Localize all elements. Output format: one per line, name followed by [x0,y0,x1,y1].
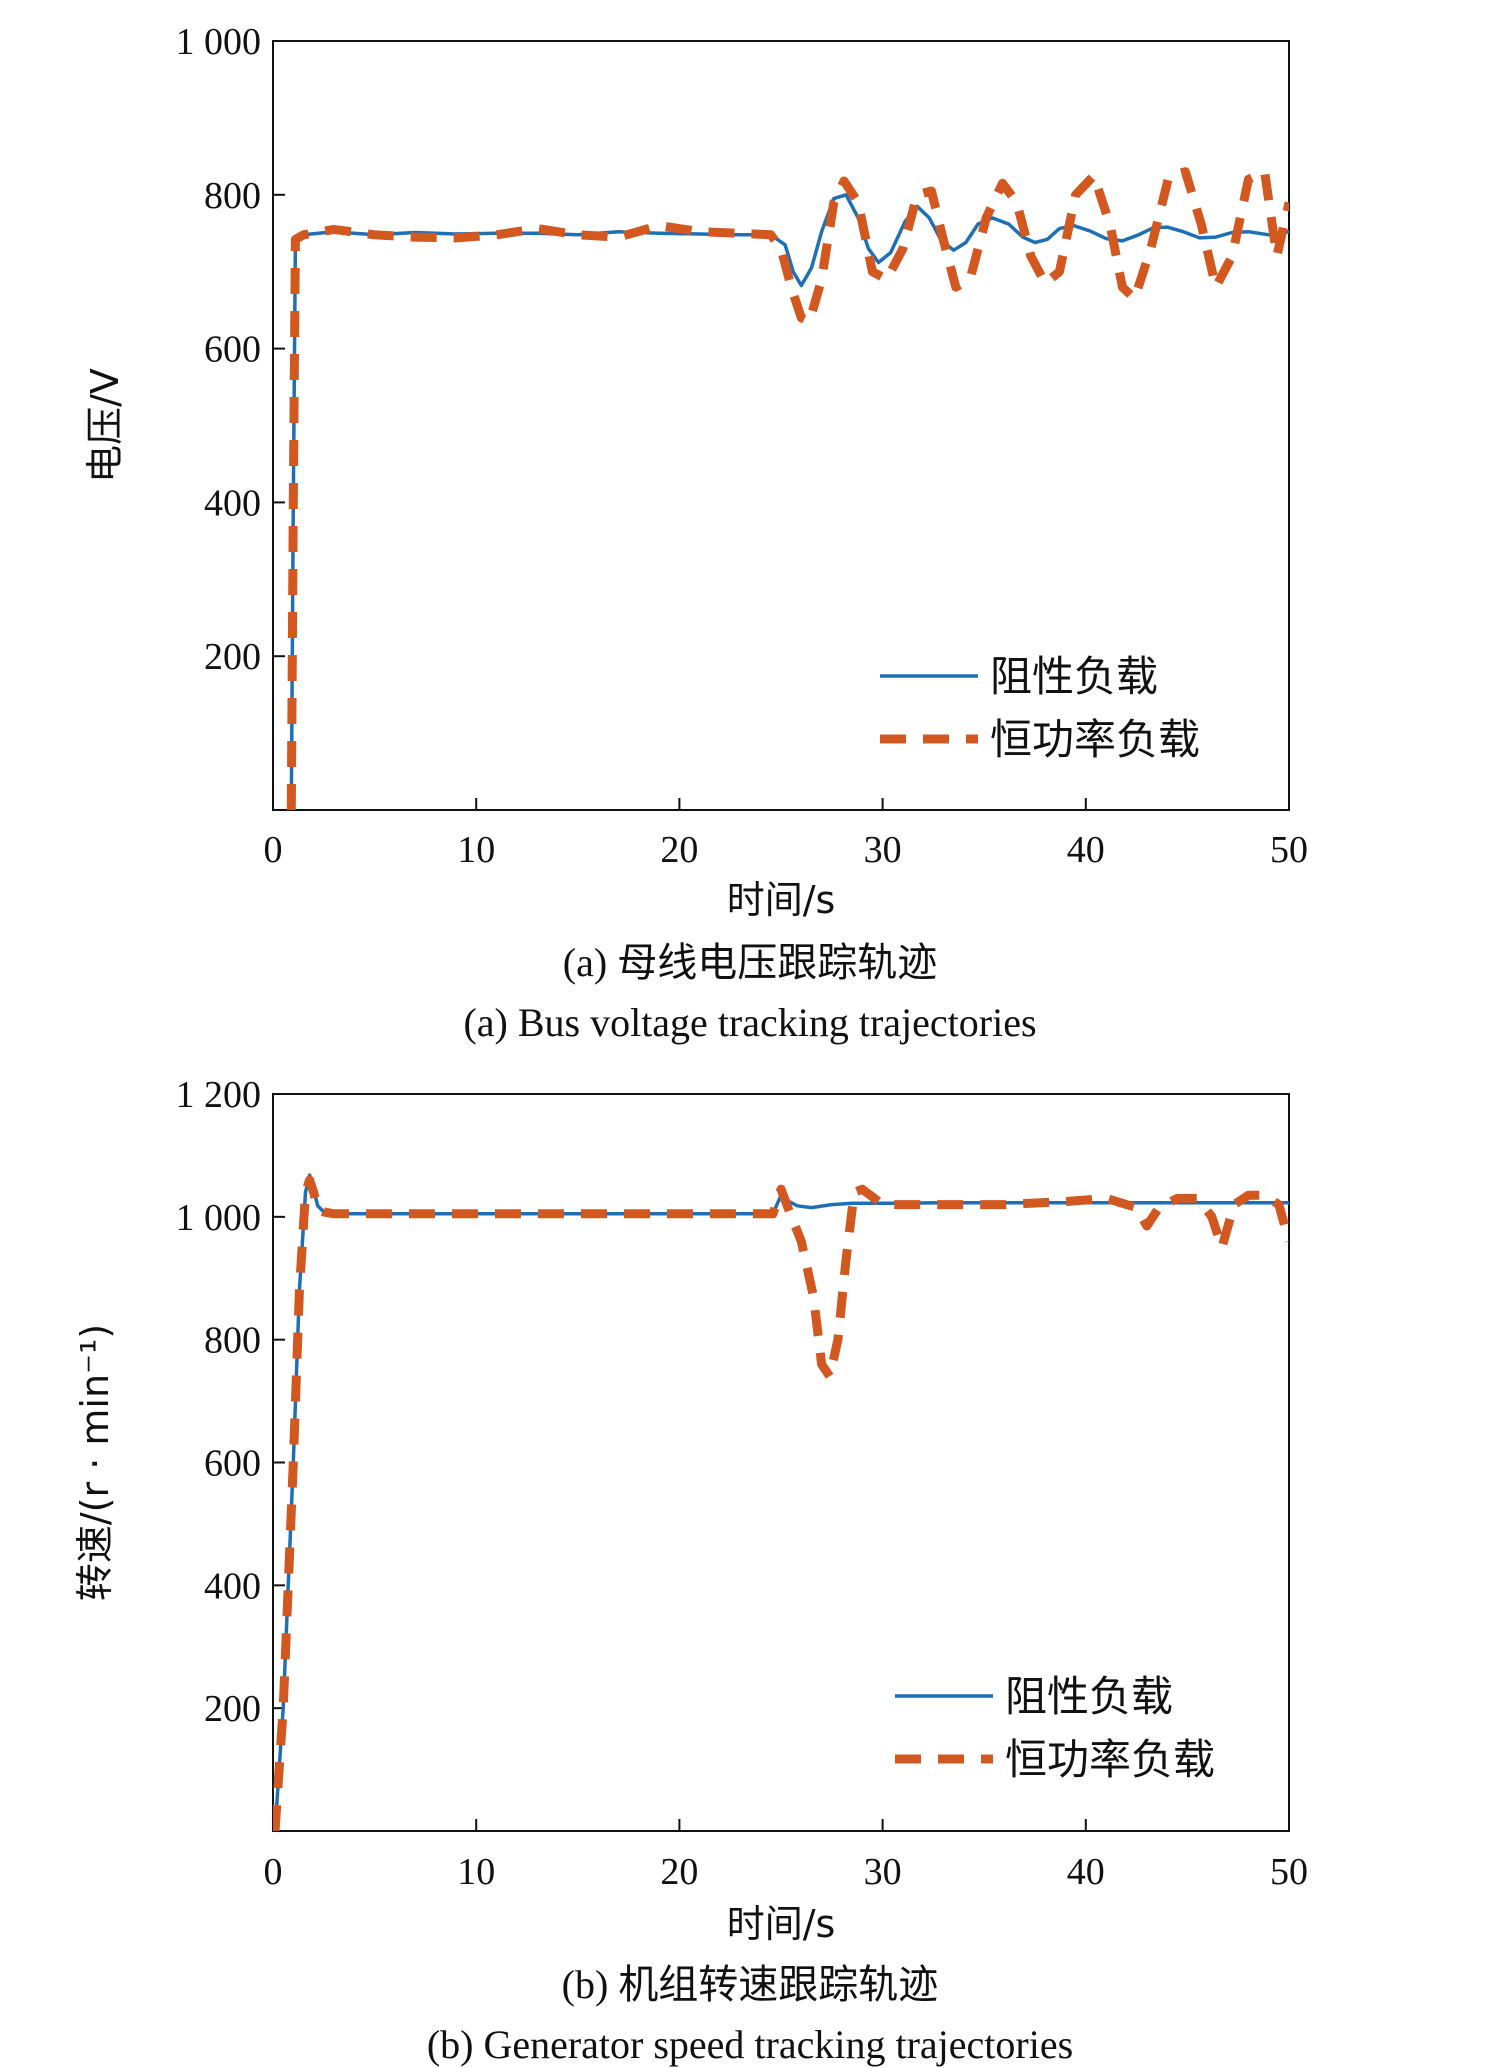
chart-panel-a: 0 10 20 30 40 50 200 400 600 800 1 000 时间/s 电压/V (a) … [83,21,1308,1045]
y-tick-label: 400 [204,1565,261,1607]
x-tick-label: 20 [660,1851,698,1893]
x-tick-label: 40 [1067,829,1105,871]
x-tick-label: 0 [264,829,283,871]
y-tick-label: 1 000 [176,1197,262,1239]
caption-cn: (b) 机组转速跟踪轨迹 [562,1962,939,2007]
x-tick-label: 10 [457,1851,495,1893]
legend-label: 恒功率负载 [990,715,1200,764]
x-tick-label: 30 [864,1851,902,1893]
series-line-resistive [273,1173,1289,1831]
y-axis-label: 转速/(r · min⁻¹) [73,1324,117,1601]
y-tick-label: 1 200 [176,1074,262,1116]
x-tick-label: 0 [264,1851,283,1893]
x-tick-label: 50 [1270,1851,1308,1893]
y-axis-label: 电压/V [83,368,127,483]
y-tick-label: 200 [204,1688,261,1730]
series-line-constant-power [286,167,1289,810]
chart-panel-b: 0 10 20 30 40 50 200 400 600 800 1 000 1 200 时间/s 转速/… [73,1074,1308,2067]
x-tick-label: 20 [660,829,698,871]
y-tick-label: 400 [204,482,261,524]
y-tick-label: 800 [204,1320,261,1362]
y-tick-label: 200 [204,636,261,678]
x-tick-label: 10 [457,829,495,871]
y-tick-label: 600 [204,329,261,371]
caption-en: (a) Bus voltage tracking trajectories [463,1000,1036,1045]
y-tick-label: 1 000 [176,21,262,63]
x-axis-label: 时间/s [727,878,836,922]
y-tick-label: 600 [204,1443,261,1485]
caption-cn: (a) 母线电压跟踪轨迹 [563,940,937,985]
x-axis-label: 时间/s [727,1902,836,1946]
series-line-resistive [289,193,1289,810]
plot-frame [272,40,1290,811]
caption-en: (b) Generator speed tracking trajectorie… [427,2022,1073,2067]
y-tick-label: 800 [204,175,261,217]
x-tick-label: 50 [1270,829,1308,871]
legend-label: 阻性负载 [990,652,1158,701]
x-tick-label: 40 [1067,1851,1105,1893]
series-line-constant-power [273,1175,1289,1831]
legend-label: 阻性负载 [1005,1672,1173,1721]
x-tick-label: 30 [864,829,902,871]
legend-label: 恒功率负载 [1005,1735,1215,1784]
